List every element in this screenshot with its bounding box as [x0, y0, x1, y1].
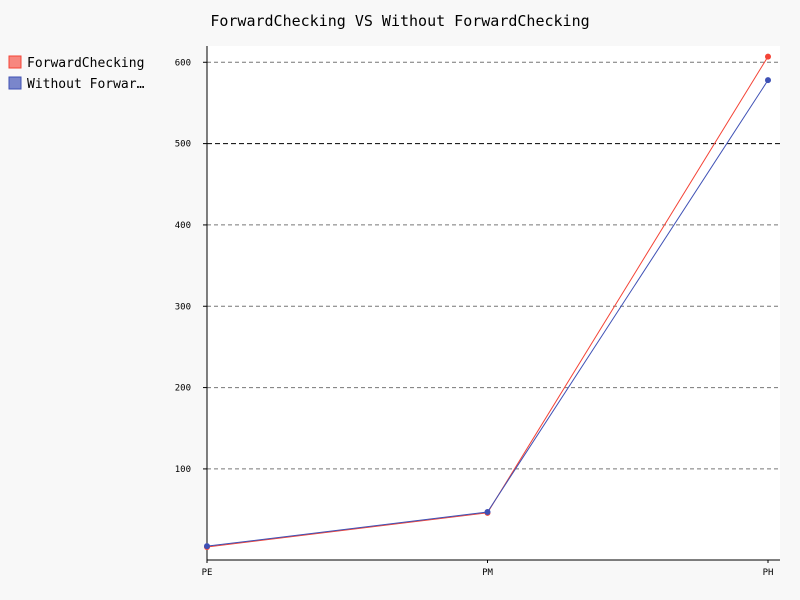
- x-tick-label-ph: PH: [763, 568, 774, 578]
- plot-area: [207, 46, 780, 560]
- y-tick-label-100: 100: [175, 465, 191, 475]
- x-tick-label-pe: PE: [202, 568, 213, 578]
- data-point-without-forwardchecking-ph[interactable]: [765, 77, 771, 84]
- legend-swatch-forwardchecking: [8, 55, 22, 69]
- x-tick-label-pm: PM: [482, 568, 493, 578]
- legend-label-without-forwardchecking: Without Forwar…: [27, 77, 145, 92]
- data-point-without-forwardchecking-pm[interactable]: [484, 509, 491, 516]
- y-tick-label-500: 500: [175, 140, 191, 150]
- legend-item-forwardchecking[interactable]: ForwardChecking: [8, 55, 144, 71]
- axes: [206, 46, 780, 561]
- chart-title: ForwardChecking VS Without ForwardChecki…: [210, 12, 589, 30]
- data-point-forwardchecking-ph[interactable]: [765, 53, 771, 60]
- gridlines: [207, 61, 780, 470]
- y-tick-label-200: 200: [175, 384, 191, 394]
- legend-swatch-without-forwardchecking: [8, 76, 22, 90]
- y-tick-label-600: 600: [175, 58, 191, 68]
- legend-label-forwardchecking: ForwardChecking: [27, 56, 144, 71]
- data-point-without-forwardchecking-pe[interactable]: [204, 543, 210, 550]
- y-tick-label-300: 300: [175, 302, 191, 312]
- legend-item-without-forwardchecking[interactable]: Without Forwar…: [8, 76, 145, 92]
- legend: ForwardChecking Without Forwar…: [8, 55, 145, 92]
- x-axis-ticks: PE PM PH: [202, 560, 774, 578]
- y-axis-ticks: 100 200 300 400 500 600: [175, 58, 207, 475]
- y-tick-label-400: 400: [175, 221, 191, 231]
- series-layer: [204, 53, 771, 550]
